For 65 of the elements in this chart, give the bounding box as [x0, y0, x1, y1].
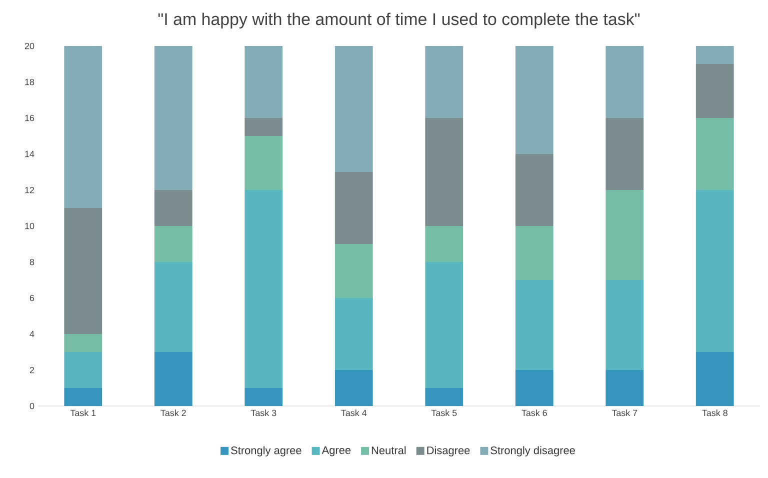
- bar: [244, 118, 283, 136]
- bar: [154, 46, 192, 190]
- bar: [334, 46, 373, 172]
- bar: [425, 262, 464, 388]
- bar: [334, 244, 373, 298]
- bar: [154, 190, 192, 226]
- bar: [154, 262, 192, 352]
- bar: [154, 226, 192, 262]
- x-tick-label: Task 8: [702, 410, 728, 416]
- bar: [696, 190, 734, 352]
- x-tick-label: Task 4: [341, 410, 367, 416]
- bar: [154, 352, 192, 406]
- legend-label: Disagree: [427, 446, 470, 456]
- x-tick-label: Task 7: [612, 410, 638, 416]
- bar: [334, 298, 373, 370]
- bar: [64, 334, 102, 352]
- bar: [515, 154, 554, 226]
- y-tick-label: 2: [30, 366, 34, 374]
- x-tick-label: Task 2: [160, 410, 186, 416]
- bar: [64, 352, 102, 388]
- legend-label: Strongly disagree: [490, 446, 575, 456]
- y-tick-label: 16: [25, 114, 34, 122]
- bar: [425, 46, 464, 118]
- bar: [244, 388, 283, 406]
- bar: [244, 136, 283, 190]
- y-tick-label: 4: [30, 330, 34, 338]
- bar: [606, 280, 644, 370]
- y-tick-label: 12: [25, 186, 34, 194]
- x-tick-label: Task 1: [70, 410, 96, 416]
- legend-label: Neutral: [372, 446, 406, 454]
- legend-label: Agree: [322, 446, 351, 456]
- bar: [515, 370, 554, 406]
- bar: [515, 226, 554, 280]
- chart-title: "I am happy with the amount of time I used to complete the task": [158, 12, 640, 28]
- x-tick-label: Task 3: [250, 410, 276, 416]
- y-tick-label: 10: [25, 222, 34, 230]
- y-tick-label: 8: [30, 258, 34, 266]
- legend-label: Strongly agree: [231, 446, 302, 456]
- bar: [64, 208, 102, 334]
- bar: [64, 388, 102, 406]
- bar: [696, 352, 734, 406]
- bar: [515, 280, 554, 370]
- y-tick-label: 20: [24, 42, 34, 50]
- bar: [425, 388, 464, 406]
- bar: [606, 46, 644, 118]
- x-tick-label: Task 6: [522, 410, 547, 416]
- y-tick-label: 6: [30, 294, 34, 302]
- bar: [334, 172, 373, 244]
- bar: [606, 118, 644, 190]
- bar: [244, 46, 283, 118]
- x-tick-label: Task 5: [431, 410, 457, 416]
- bar: [334, 370, 373, 406]
- y-tick-label: 18: [25, 78, 34, 86]
- y-tick-label: 0: [30, 402, 34, 410]
- bar: [244, 190, 283, 388]
- bar: [696, 64, 734, 118]
- bar: [696, 118, 734, 190]
- bar: [606, 370, 644, 406]
- bar: [606, 190, 644, 280]
- bar: [425, 226, 464, 262]
- y-tick-label: 14: [25, 150, 34, 158]
- bar: [64, 46, 102, 208]
- bar: [696, 46, 734, 64]
- bar: [515, 46, 554, 154]
- bar: [425, 118, 464, 226]
